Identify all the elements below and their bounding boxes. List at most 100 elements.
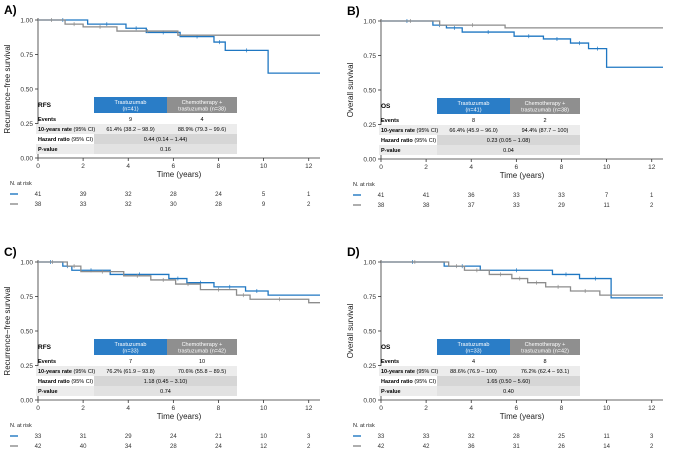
y-axis-label: Overall survival bbox=[346, 303, 355, 358]
arm2-header-line1: Chemotherapy + bbox=[525, 101, 566, 107]
table-merged-value: 0.74 bbox=[160, 389, 171, 395]
panel-label: A) bbox=[4, 3, 17, 17]
at-risk-value: 28 bbox=[170, 444, 177, 450]
panel-label: C) bbox=[4, 245, 17, 259]
table-merged-cell bbox=[94, 134, 237, 144]
x-tick-label: 0 bbox=[36, 405, 40, 412]
table-row-label-note: (95% CI) bbox=[415, 369, 438, 375]
arm1-header-line2: (n=41) bbox=[122, 107, 138, 113]
series-line-2 bbox=[38, 261, 320, 304]
at-risk-value: 33 bbox=[558, 193, 565, 199]
at-risk-value: 29 bbox=[125, 434, 132, 440]
x-tick-label: 8 bbox=[560, 405, 564, 412]
at-risk-title: N. at risk bbox=[353, 423, 375, 429]
arm2-header-line1: Chemotherapy + bbox=[182, 100, 223, 106]
y-tick-label: 0.75 bbox=[20, 294, 33, 301]
table-arm1-value: 88.6% (76.9 – 100) bbox=[450, 369, 497, 375]
km-panel-1: A) Recurrence−free survival 0.00 0.25 0.50 0.… bbox=[3, 3, 320, 208]
km-panel-4: D) Overall survival 0.00 0.25 0.50 0.75 1.00 0 2… bbox=[346, 245, 663, 450]
at-risk-value: 11 bbox=[603, 203, 610, 209]
at-risk-value: 3 bbox=[650, 434, 654, 440]
km-panel-3: C) Recurrence−free survival 0.00 0.25 0.50 0.… bbox=[3, 245, 320, 450]
table-merged-value: 0.16 bbox=[160, 147, 171, 153]
at-risk-value: 9 bbox=[262, 202, 266, 208]
x-tick-label: 8 bbox=[217, 163, 221, 170]
at-risk-value: 31 bbox=[513, 444, 520, 450]
arm2-header-line2: trastuzumab (n=42) bbox=[178, 349, 226, 355]
table-row-label-main: 10-years rate bbox=[381, 128, 415, 134]
arm1-header-cell bbox=[94, 97, 167, 113]
panel-label: B) bbox=[347, 4, 360, 18]
table-row-label-note: (95% CI) bbox=[72, 127, 95, 133]
y-tick-label: 1.00 bbox=[20, 260, 33, 267]
at-risk-value: 24 bbox=[215, 192, 222, 198]
at-risk-title: N. at risk bbox=[10, 181, 32, 187]
at-risk-value: 32 bbox=[125, 202, 132, 208]
y-axis-label: Recurrence−free survival bbox=[3, 44, 12, 133]
arm2-header-line1: Chemotherapy + bbox=[182, 342, 223, 348]
panel-label: D) bbox=[347, 245, 360, 259]
arm1-header-cell bbox=[437, 339, 510, 355]
y-tick-label: 0.00 bbox=[363, 398, 376, 405]
at-risk-value: 30 bbox=[170, 202, 177, 208]
table-row-label: Hazard ratio (95% CI) bbox=[381, 379, 436, 385]
arm2-header-line2: trastuzumab (n=42) bbox=[521, 349, 569, 355]
table-row-label: Hazard ratio (95% CI) bbox=[38, 379, 93, 385]
x-tick-label: 10 bbox=[260, 163, 268, 170]
at-risk-value: 24 bbox=[215, 444, 222, 450]
table-merged-value: 0.23 (0.05 – 1.08) bbox=[487, 138, 531, 144]
x-axis-label: Time (years) bbox=[157, 170, 202, 179]
y-tick-label: 1.00 bbox=[363, 260, 376, 267]
at-risk-value: 42 bbox=[378, 444, 385, 450]
table-row-label-note: (95% CI) bbox=[70, 137, 93, 143]
arm2-header-cell bbox=[167, 339, 237, 355]
at-risk-value: 33 bbox=[513, 203, 520, 209]
table-row-label-main: Hazard ratio bbox=[38, 379, 70, 385]
table-merged-cell bbox=[94, 144, 237, 154]
at-risk-value: 12 bbox=[260, 444, 267, 450]
at-risk-value: 36 bbox=[468, 444, 475, 450]
table-row-label-main: 10-years rate bbox=[38, 369, 72, 375]
at-risk-value: 41 bbox=[35, 192, 42, 198]
table-row-label: P-value bbox=[381, 389, 401, 395]
table-merged-cell bbox=[94, 376, 237, 386]
at-risk-value: 38 bbox=[35, 202, 42, 208]
y-tick-label: 0.00 bbox=[363, 157, 376, 164]
at-risk-value: 34 bbox=[125, 444, 132, 450]
table-row-label: 10-years rate (95% CI) bbox=[38, 127, 95, 133]
x-tick-label: 2 bbox=[424, 405, 428, 412]
table-row-label: Events bbox=[38, 359, 56, 365]
series-line-1 bbox=[381, 261, 663, 299]
table-arm2-value: 76.2% (62.4 – 93.1) bbox=[521, 369, 569, 375]
arm1-header-line1: Trastuzumab bbox=[458, 101, 490, 107]
table-row-label-main: P-value bbox=[38, 147, 58, 153]
table-row-label: Events bbox=[381, 359, 399, 365]
at-risk-value: 2 bbox=[307, 444, 311, 450]
table-row-label-main: Hazard ratio bbox=[381, 138, 413, 144]
table-merged-cell bbox=[437, 386, 580, 396]
y-axis-label: Recurrence−free survival bbox=[3, 286, 12, 375]
table-merged-cell bbox=[437, 145, 580, 155]
at-risk-value: 33 bbox=[423, 434, 430, 440]
arm1-header-cell bbox=[94, 339, 167, 355]
y-tick-label: 1.00 bbox=[20, 18, 33, 25]
table-arm2-value: 88.9% (79.3 – 99.6) bbox=[178, 127, 226, 133]
y-tick-label: 0.75 bbox=[363, 294, 376, 301]
table-title: RFS bbox=[38, 102, 52, 109]
arm1-header-line2: (n=33) bbox=[465, 349, 481, 355]
table-row-label-note: (95% CI) bbox=[72, 369, 95, 375]
at-risk-value: 38 bbox=[423, 203, 430, 209]
table-row-label-main: P-value bbox=[381, 389, 401, 395]
table-row-label-note: (95% CI) bbox=[70, 379, 93, 385]
arm2-header-line2: trastuzumab (n=38) bbox=[178, 107, 226, 113]
table-row-label-main: Events bbox=[38, 359, 56, 365]
x-tick-label: 12 bbox=[648, 405, 656, 412]
at-risk-value: 5 bbox=[262, 192, 266, 198]
x-tick-label: 4 bbox=[126, 405, 130, 412]
x-axis-label: Time (years) bbox=[500, 171, 545, 180]
x-tick-label: 12 bbox=[305, 405, 313, 412]
at-risk-value: 7 bbox=[605, 193, 609, 199]
x-tick-label: 12 bbox=[305, 163, 313, 170]
table-row-label: 10-years rate (95% CI) bbox=[381, 128, 438, 134]
y-tick-label: 0.50 bbox=[363, 329, 376, 336]
